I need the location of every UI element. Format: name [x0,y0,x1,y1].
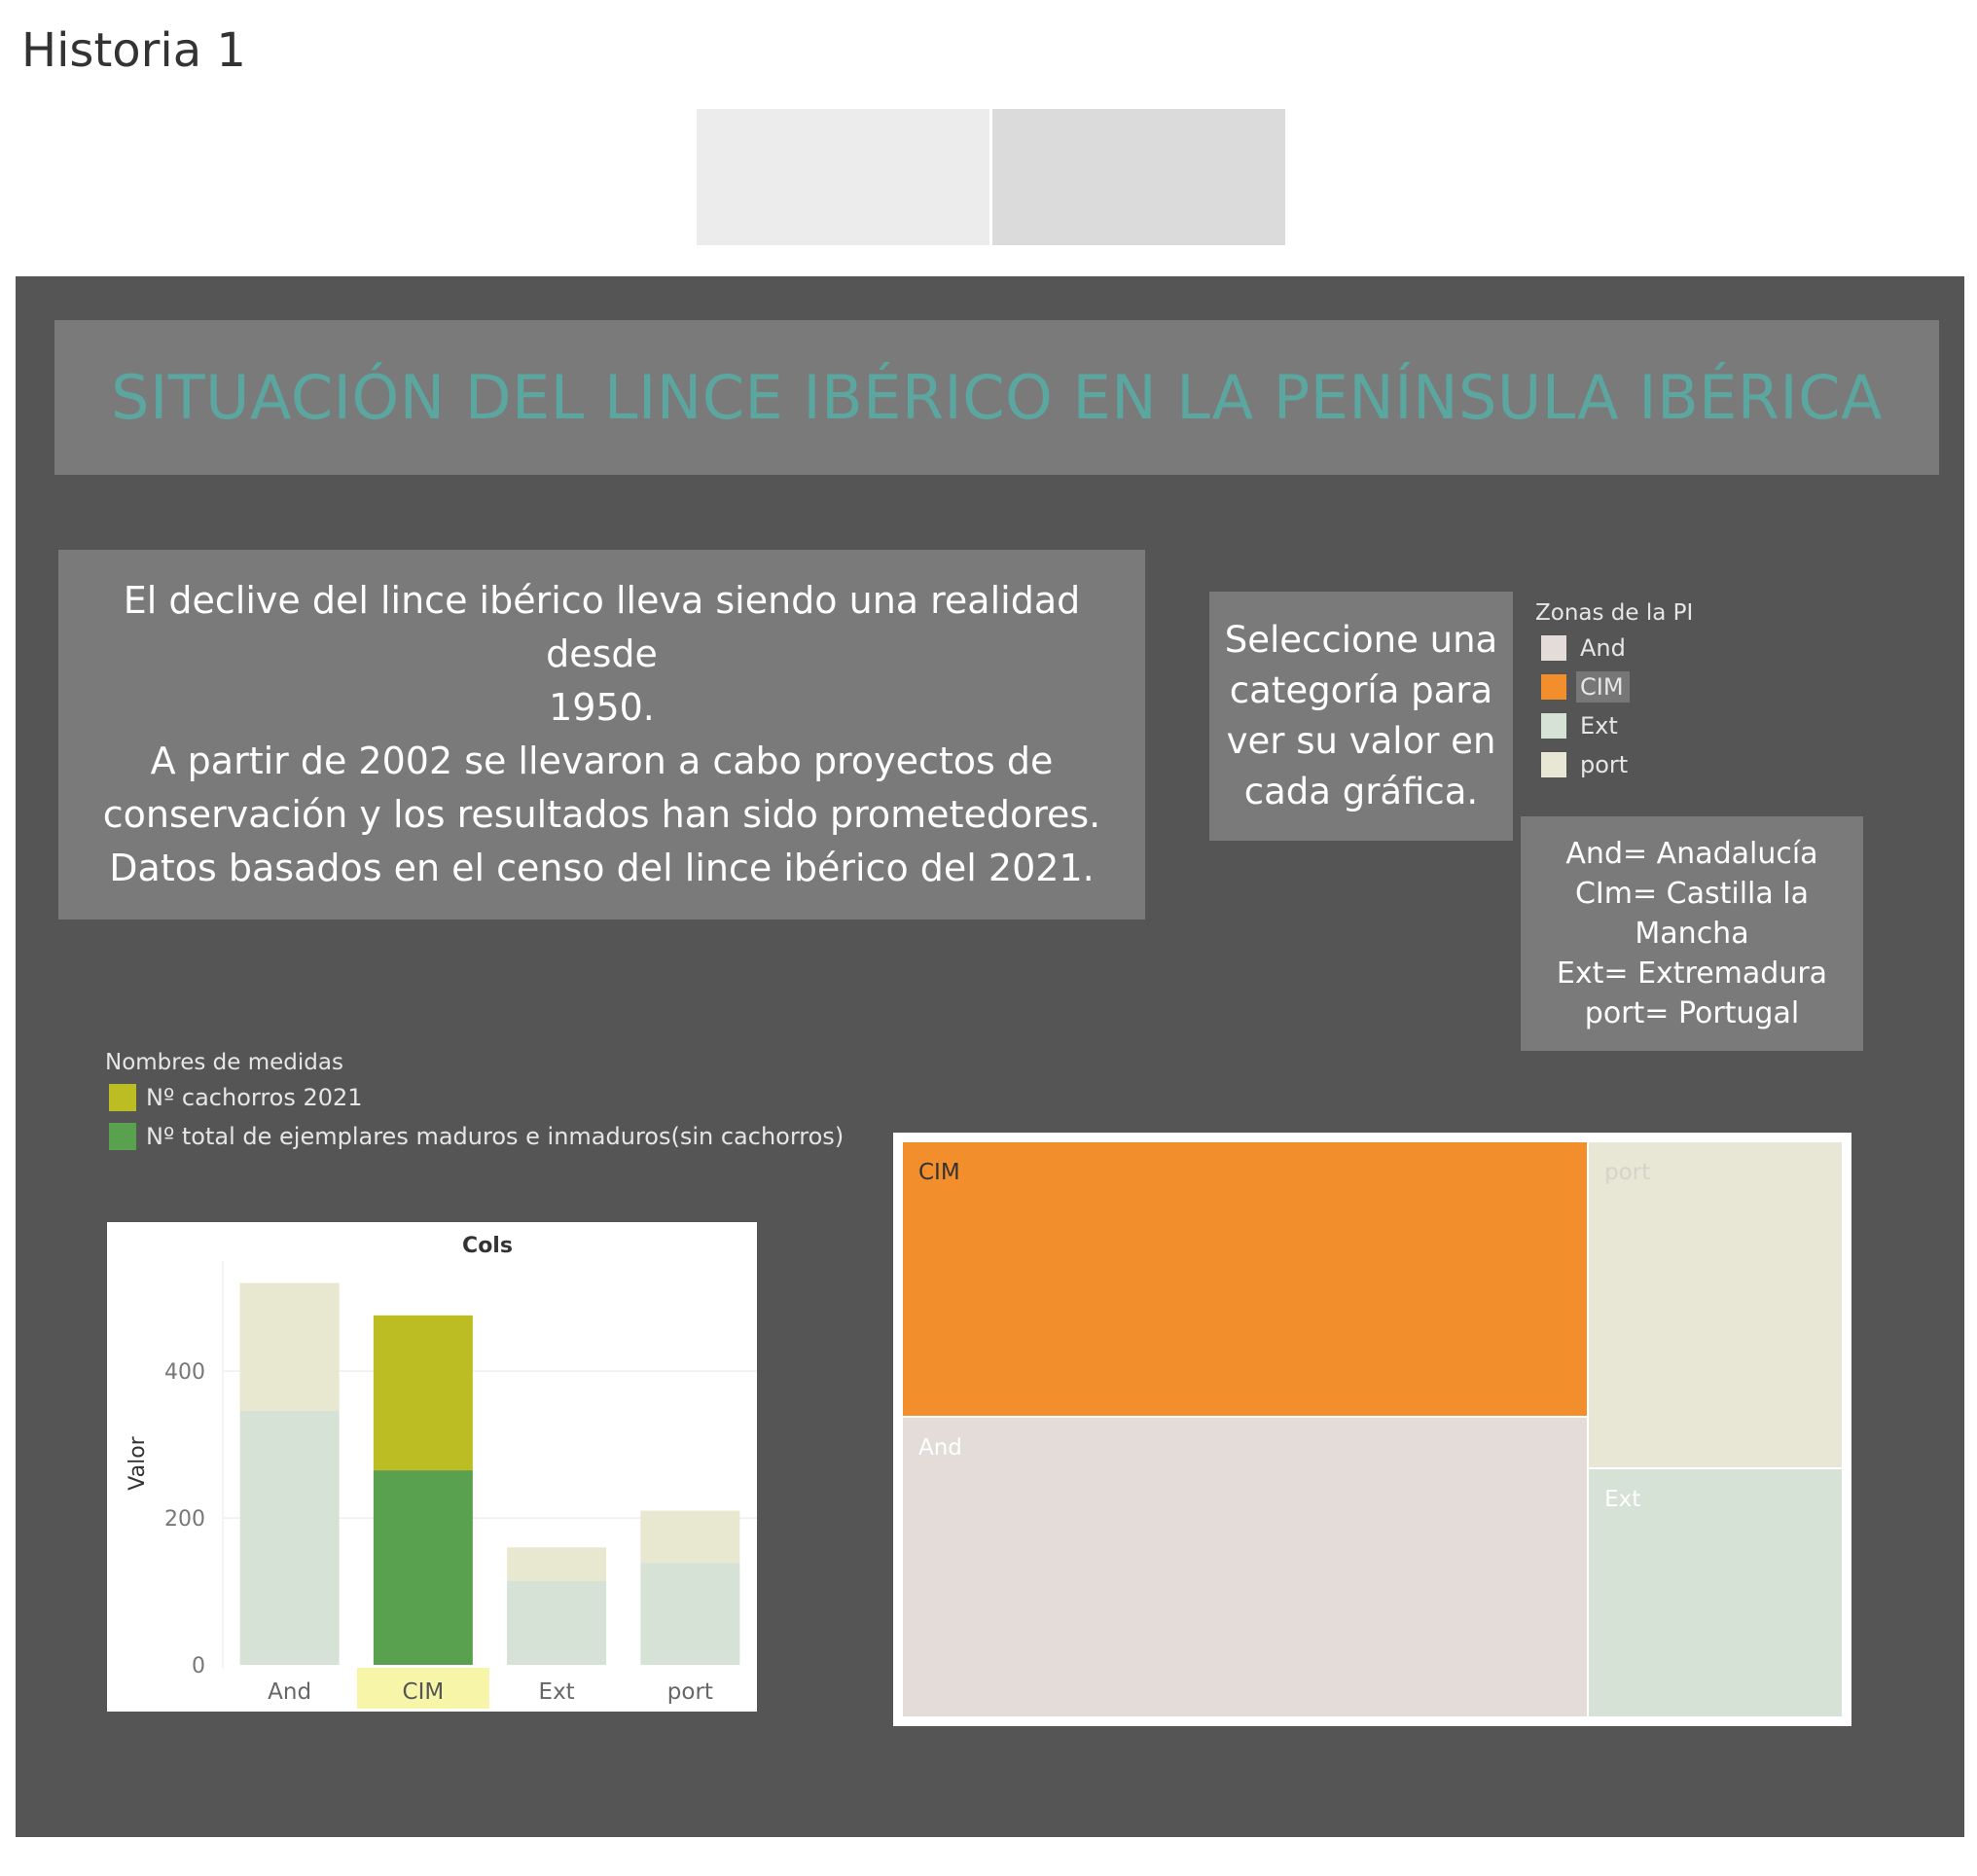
y-axis-title: Valor [126,1435,150,1490]
story-title: Historia 1 [21,23,246,78]
measure-legend-title: Nombres de medidas [105,1050,343,1075]
legend-swatch [1541,635,1566,661]
abbreviation-line: port= Portugal [1584,996,1800,1030]
zone-legend-title: Zonas de la PI [1535,600,1694,626]
legend-swatch [109,1123,136,1150]
intro-line: conservación y los resultados han sido p… [102,793,1101,836]
legend-label: port [1580,751,1629,778]
treemap-cell-port[interactable]: port [1588,1141,1843,1468]
bar-segment [507,1580,607,1665]
treemap-cell-and[interactable]: And [902,1416,1589,1717]
intro-line: Datos basados en el censo del lince ibér… [109,847,1095,889]
treemap-cell-ext[interactable]: Ext [1588,1468,1843,1717]
chart-title: Cols [462,1234,513,1258]
dashboard-banner: SITUACIÓN DEL LINCE IBÉRICO EN LA PENÍNS… [54,320,1939,475]
treemap-chart: CIM And port Ext [893,1133,1851,1726]
bar-segment [373,1470,473,1665]
zone-legend-item-cim[interactable]: CIM [1535,667,1788,706]
abbreviations-box: And= Anadalucía CIm= Castilla la Mancha … [1521,816,1863,1051]
legend-label: Nº total de ejemplares maduros e inmadur… [146,1123,845,1150]
instruction-line: ver su valor en [1226,720,1496,762]
y-tick-label: 200 [164,1507,205,1532]
legend-label: And [1580,634,1626,662]
instruction-box: Seleccione una categoría para ver su val… [1209,592,1513,841]
x-tick-label: Ext [539,1679,575,1705]
abbreviation-line: And= Anadalucía [1565,837,1818,871]
measure-legend-item-cachorros[interactable]: Nº cachorros 2021 [105,1078,883,1117]
bar-segment [239,1410,340,1665]
zone-legend: Zonas de la PI And CIM Ext port [1535,597,1788,784]
x-tick-label: CIM [403,1679,445,1705]
y-tick-label: 0 [192,1654,205,1678]
bar-segment [640,1510,740,1564]
legend-label: Ext [1580,712,1618,740]
zone-legend-item-ext[interactable]: Ext [1535,706,1788,745]
measure-legend-item-total[interactable]: Nº total de ejemplares maduros e inmadur… [105,1117,883,1156]
intro-line: 1950. [549,686,655,729]
treemap-cell-label: And [918,1434,962,1461]
bar-segment [373,1315,473,1471]
zone-legend-item-and[interactable]: And [1535,629,1788,667]
instruction-line: Seleccione una [1224,619,1498,661]
story-point-1[interactable] [697,109,989,245]
intro-text-box: El declive del lince ibérico lleva siend… [58,550,1145,920]
legend-label: Nº cachorros 2021 [146,1084,363,1111]
legend-swatch [1541,752,1566,777]
intro-line: A partir de 2002 se llevaron a cabo proy… [150,740,1054,782]
instruction-line: cada gráfica. [1243,771,1479,812]
treemap-cell-cim[interactable]: CIM [902,1141,1589,1417]
story-point-2[interactable] [992,109,1285,245]
abbreviation-line: CIm= Castilla la Mancha [1574,877,1810,951]
intro-line: El declive del lince ibérico lleva siend… [123,579,1081,675]
treemap-cell-label: Ext [1604,1487,1641,1512]
bar-segment [507,1547,607,1581]
legend-label: CIM [1576,671,1630,703]
treemap-cell-label: CIM [918,1160,960,1185]
instruction-line: categoría para [1229,669,1493,711]
bar-chart: Cols 0 200 400 Valor And CIM Ext port [107,1222,757,1712]
x-tick-label: port [667,1679,713,1705]
measure-legend: Nombres de medidas Nº cachorros 2021 Nº … [105,1047,883,1156]
legend-swatch [109,1084,136,1111]
y-tick-label: 400 [164,1360,205,1385]
abbreviation-line: Ext= Extremadura [1556,956,1828,991]
legend-swatch [1541,674,1566,700]
zone-legend-item-port[interactable]: port [1535,745,1788,784]
bar-segment [640,1563,740,1665]
x-tick-label: And [268,1679,311,1705]
dashboard-title: SITUACIÓN DEL LINCE IBÉRICO EN LA PENÍNS… [111,362,1883,433]
treemap-cell-label: port [1604,1160,1651,1185]
legend-swatch [1541,713,1566,739]
bar-chart-svg: Cols 0 200 400 Valor And CIM Ext port [126,1234,757,1709]
bar-segment [239,1282,340,1411]
selected-category-highlight [356,1668,489,1709]
